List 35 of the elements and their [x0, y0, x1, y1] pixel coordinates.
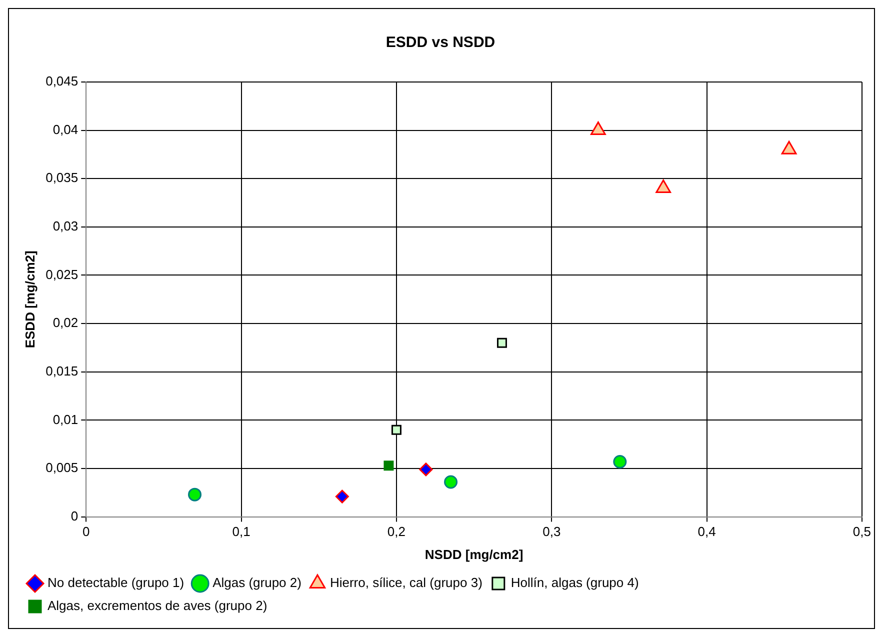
- x-axis-title: NSDD [mg/cm2]: [424, 546, 524, 562]
- point: [419, 462, 433, 476]
- y-tick-label: 0,03: [52, 218, 78, 234]
- x-tick-label: 0,5: [852, 524, 872, 540]
- x-tick-label: 0,2: [387, 524, 406, 540]
- y-tick-label: 0,01: [52, 412, 78, 427]
- y-tick-label: 0,025: [46, 266, 78, 282]
- legend-label: Algas (grupo 2): [212, 575, 302, 590]
- y-tick-label: 0,015: [46, 363, 78, 378]
- point: [613, 454, 627, 468]
- point: [781, 140, 797, 154]
- x-tick-label: 0,3: [542, 524, 561, 540]
- point: [496, 338, 507, 348]
- y-tick-label: 0,045: [46, 74, 78, 89]
- legend-label: Hierro, sílice, cal (grupo 3): [330, 575, 482, 590]
- point: [656, 180, 672, 194]
- point: [335, 490, 349, 504]
- y-tick-label: 0,02: [52, 315, 78, 330]
- point: [444, 475, 458, 489]
- x-tick-label: 0,1: [232, 524, 250, 540]
- legend-label: No detectable (grupo 1): [48, 575, 184, 590]
- x-tick-label: 0,4: [698, 524, 716, 540]
- y-tick-label: 0,035: [46, 170, 78, 186]
- point: [188, 488, 202, 502]
- y-tick-label: 0,04: [52, 122, 78, 137]
- point: [391, 424, 402, 435]
- point: [384, 460, 394, 471]
- x-tick-label: 0: [82, 524, 90, 540]
- chart-title: ESDD vs NSDD: [386, 34, 496, 52]
- y-tick-label: 0,005: [46, 460, 78, 476]
- point: [590, 122, 606, 136]
- legend-label: Algas, excrementos de aves (grupo 2): [48, 598, 268, 614]
- legend-label: Hollín, algas (grupo 4): [510, 575, 639, 590]
- y-tick-label: 0: [70, 508, 78, 524]
- y-axis-title: ESDD [mg/cm2]: [22, 250, 38, 348]
